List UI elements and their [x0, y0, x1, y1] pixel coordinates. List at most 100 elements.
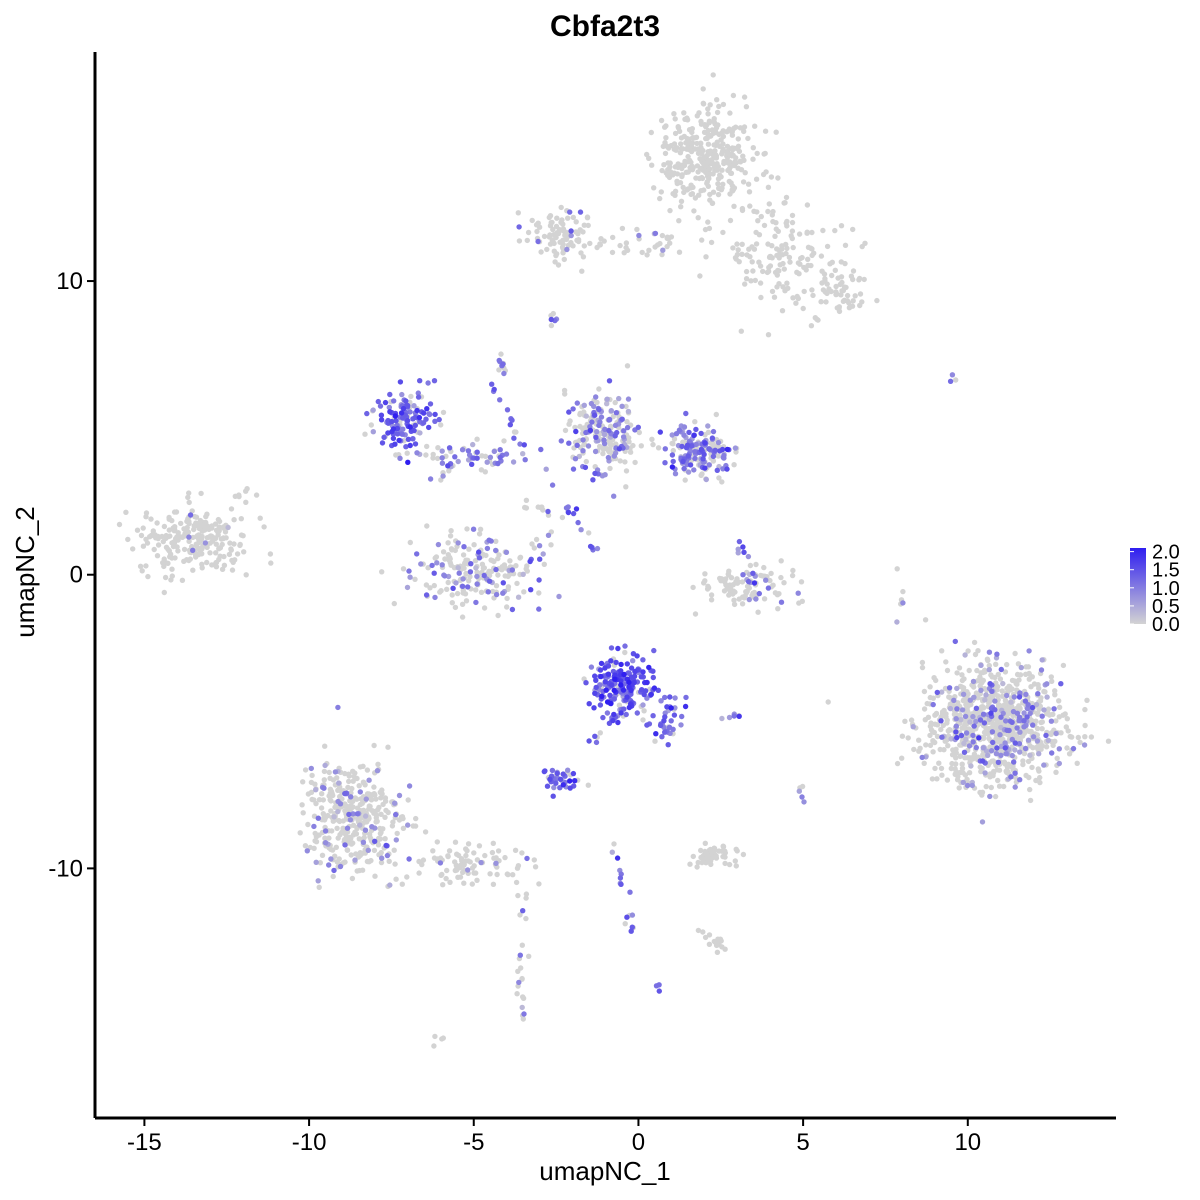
cell-point [427, 476, 434, 482]
cell-point [1015, 661, 1022, 667]
cell-point [360, 779, 367, 785]
cell-point [706, 462, 712, 468]
cell-point [699, 237, 705, 243]
legend-tick-label: 2.0 [1152, 542, 1180, 564]
cell-point [517, 912, 523, 918]
cell-point [728, 151, 735, 157]
cell-point [987, 793, 993, 800]
cell-point [369, 824, 375, 830]
cell-point [445, 579, 451, 586]
cell-point [695, 150, 702, 156]
cell-point [344, 847, 351, 853]
cell-point [557, 776, 564, 782]
cell-point [573, 428, 579, 435]
cell-point [962, 772, 969, 778]
cell-point [986, 649, 993, 655]
cell-point [412, 441, 419, 447]
cell-point [612, 672, 618, 678]
cell-point [728, 170, 734, 176]
cell-point [464, 526, 470, 532]
cell-point [1021, 718, 1027, 724]
cell-point [199, 565, 205, 571]
cell-point [517, 554, 524, 560]
cell-point [457, 874, 464, 880]
cell-point [549, 767, 556, 774]
cell-point [705, 141, 712, 147]
cell-point [1009, 752, 1015, 759]
cell-point [463, 598, 470, 604]
cell-point [1034, 725, 1041, 732]
cell-point [322, 743, 328, 749]
cell-point [509, 567, 515, 573]
cell-point [1036, 751, 1042, 757]
cell-point [970, 739, 976, 745]
cell-point [702, 934, 709, 941]
cell-point [664, 704, 670, 710]
cell-point [606, 427, 612, 434]
cell-point [970, 678, 977, 685]
cell-point [789, 572, 796, 579]
cell-point [1005, 761, 1012, 767]
cell-point [967, 697, 973, 703]
cell-point [474, 455, 480, 461]
cell-point [703, 850, 710, 857]
cell-point [789, 228, 796, 234]
cell-point [549, 219, 555, 226]
cell-point [719, 149, 726, 155]
cell-point [614, 855, 621, 861]
cell-point [954, 777, 961, 783]
cell-point [625, 396, 632, 402]
cell-point [180, 534, 186, 540]
cell-point [1012, 740, 1018, 746]
cell-point [620, 687, 627, 693]
cell-point [534, 228, 540, 235]
cell-point [370, 429, 376, 435]
cell-point [769, 288, 776, 295]
cell-point [732, 858, 738, 864]
cell-point [662, 140, 668, 146]
cell-point [364, 767, 371, 773]
cell-point [1004, 692, 1010, 699]
cell-point [755, 609, 761, 615]
cell-point [425, 380, 431, 386]
cell-point [1027, 797, 1034, 804]
cell-point [470, 441, 476, 448]
cell-point [700, 100, 706, 107]
cell-point [1011, 759, 1017, 765]
cell-point [359, 867, 366, 873]
cell-point [602, 679, 608, 685]
cell-point [377, 403, 384, 409]
cell-point [987, 681, 993, 687]
cell-point [908, 717, 915, 723]
cell-point [511, 429, 518, 435]
cell-point [1049, 750, 1055, 756]
cell-point [927, 742, 934, 748]
cell-point [560, 782, 566, 788]
cell-point [737, 125, 744, 131]
cell-point [408, 393, 414, 400]
cell-point [639, 249, 645, 256]
cell-point [583, 429, 589, 436]
cell-point [730, 92, 737, 99]
cell-point [678, 198, 685, 204]
cell-point [971, 723, 977, 729]
cell-point [580, 437, 586, 443]
cell-point [575, 238, 582, 245]
cell-point [510, 872, 516, 878]
cell-point [501, 370, 507, 377]
cell-point [774, 284, 780, 290]
cell-point [741, 94, 748, 100]
cell-point [957, 742, 963, 748]
cell-point [514, 580, 520, 587]
cell-point [662, 460, 668, 466]
cell-point [769, 243, 775, 249]
cell-point [391, 600, 397, 607]
cell-point [352, 857, 358, 863]
cell-point [462, 560, 468, 566]
cell-point [638, 443, 644, 449]
cell-point [231, 541, 237, 547]
cell-point [753, 241, 760, 247]
cell-point [1011, 694, 1017, 700]
cell-point [1012, 774, 1018, 780]
cell-point [1052, 688, 1058, 694]
